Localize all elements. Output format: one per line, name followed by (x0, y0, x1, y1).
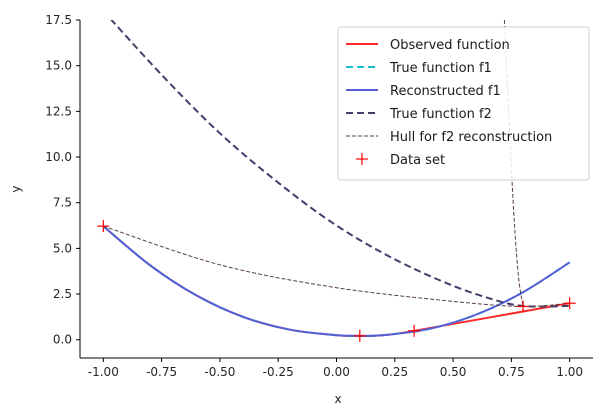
y-tick-label: 15.0 (45, 59, 72, 73)
data-point (97, 220, 110, 233)
y-tick-label: 2.5 (53, 287, 72, 301)
x-tick-label: 1.00 (556, 365, 583, 379)
legend-label: True function f2 (389, 107, 492, 122)
legend: Observed function True function f1 Reconst… (337, 26, 590, 181)
legend-item: True function f2 (346, 107, 492, 122)
y-tick-label: 7.5 (53, 196, 72, 210)
legend-item: True function f1 (346, 61, 492, 76)
x-tick-label: -0.50 (204, 365, 235, 379)
y-tick-label: 12.5 (45, 104, 72, 118)
series-line-reconstructed-f1 (102, 225, 571, 337)
legend-item: Hull for f2 reconstruction (346, 130, 552, 145)
y-tick-label: 10.0 (45, 150, 72, 164)
x-tick-label: -1.00 (88, 365, 119, 379)
x-tick-label: -0.25 (263, 365, 294, 379)
legend-label: Observed function (390, 38, 510, 53)
y-tick-label: 17.5 (45, 13, 72, 27)
series-layer (97, 20, 576, 342)
legend-item: Data set (356, 153, 445, 168)
axes-layer: -1.00 -0.75 -0.50 -0.25 0.00 0.25 0.50 0.75 1.00… (45, 13, 593, 379)
x-tick-label: 0.75 (498, 365, 525, 379)
data-point (517, 300, 530, 313)
x-tick-label: -0.75 (146, 365, 177, 379)
legend-label: True function f1 (389, 61, 492, 76)
y-tick-label: 5.0 (53, 241, 72, 255)
legend-label: Data set (390, 153, 445, 168)
y-axis-label: y (9, 185, 23, 192)
legend-label: Hull for f2 reconstruction (390, 130, 552, 145)
legend-item: Observed function (346, 38, 510, 53)
data-point (408, 324, 421, 337)
legend-label: Reconstructed f1 (390, 84, 501, 99)
x-tick-label: 0.50 (440, 365, 467, 379)
legend-item: Reconstructed f1 (346, 84, 501, 99)
legend-box (337, 26, 590, 181)
y-tick-label: 0.0 (53, 333, 72, 347)
x-tick-label: 0.00 (323, 365, 350, 379)
x-axis-label: x (334, 392, 341, 406)
data-point (353, 329, 366, 342)
x-tick-label: 0.25 (381, 365, 408, 379)
data-point (563, 297, 576, 310)
